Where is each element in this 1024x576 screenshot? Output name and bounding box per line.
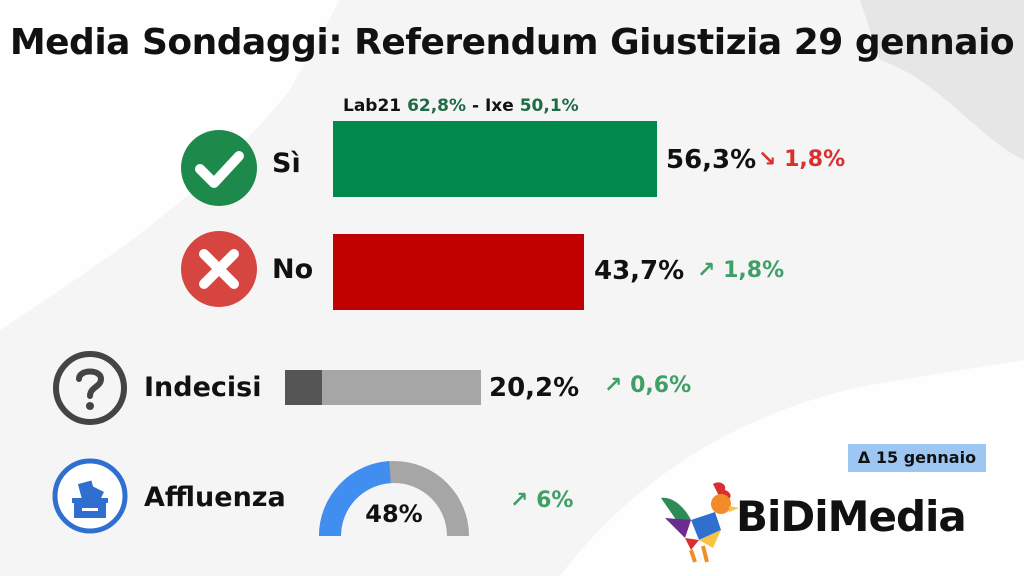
indecisi-value: 20,2% bbox=[489, 373, 580, 403]
comparison-date-badge: Δ 15 gennaio bbox=[848, 444, 986, 472]
indecisi-change: ↗ 0,6% bbox=[604, 373, 692, 398]
affluenza-change: ↗ 6% bbox=[510, 488, 574, 513]
indecisi-label: Indecisi bbox=[144, 372, 262, 403]
indecisi-dark-segment bbox=[285, 370, 322, 405]
note-value-2: 50,1% bbox=[519, 96, 579, 116]
note-label-1: Lab21 bbox=[343, 96, 402, 116]
gauge-fill bbox=[319, 461, 392, 537]
no-value: 43,7% bbox=[594, 256, 685, 286]
no-change: ↗ 1,8% bbox=[697, 258, 785, 283]
brand-name: BiDiMedia bbox=[736, 492, 967, 541]
note-value-1: 62,8% bbox=[407, 96, 467, 116]
note-separator: - bbox=[466, 96, 485, 116]
si-change: ↘ 1,8% bbox=[758, 147, 846, 172]
no-label: No bbox=[272, 254, 314, 285]
note-label-2: Ixe bbox=[484, 96, 514, 116]
si-bar bbox=[333, 121, 657, 197]
poll-range-note: Lab21 62,8% - Ixe 50,1% bbox=[343, 96, 579, 116]
affluenza-gauge bbox=[319, 461, 469, 537]
affluenza-label: Affluenza bbox=[144, 482, 286, 513]
ballot-box-icon bbox=[52, 458, 128, 534]
page-title: Media Sondaggi: Referendum Giustizia 29 … bbox=[9, 22, 1015, 63]
no-bar bbox=[333, 234, 584, 310]
indecisi-bar bbox=[322, 370, 481, 405]
si-label: Sì bbox=[272, 148, 301, 179]
rooster-logo-icon bbox=[661, 482, 739, 563]
question-circle-icon bbox=[53, 351, 127, 425]
x-circle-icon bbox=[181, 231, 257, 307]
check-circle-icon bbox=[181, 130, 257, 206]
si-value: 56,3% bbox=[666, 145, 757, 175]
affluenza-value: 48% bbox=[365, 500, 423, 528]
